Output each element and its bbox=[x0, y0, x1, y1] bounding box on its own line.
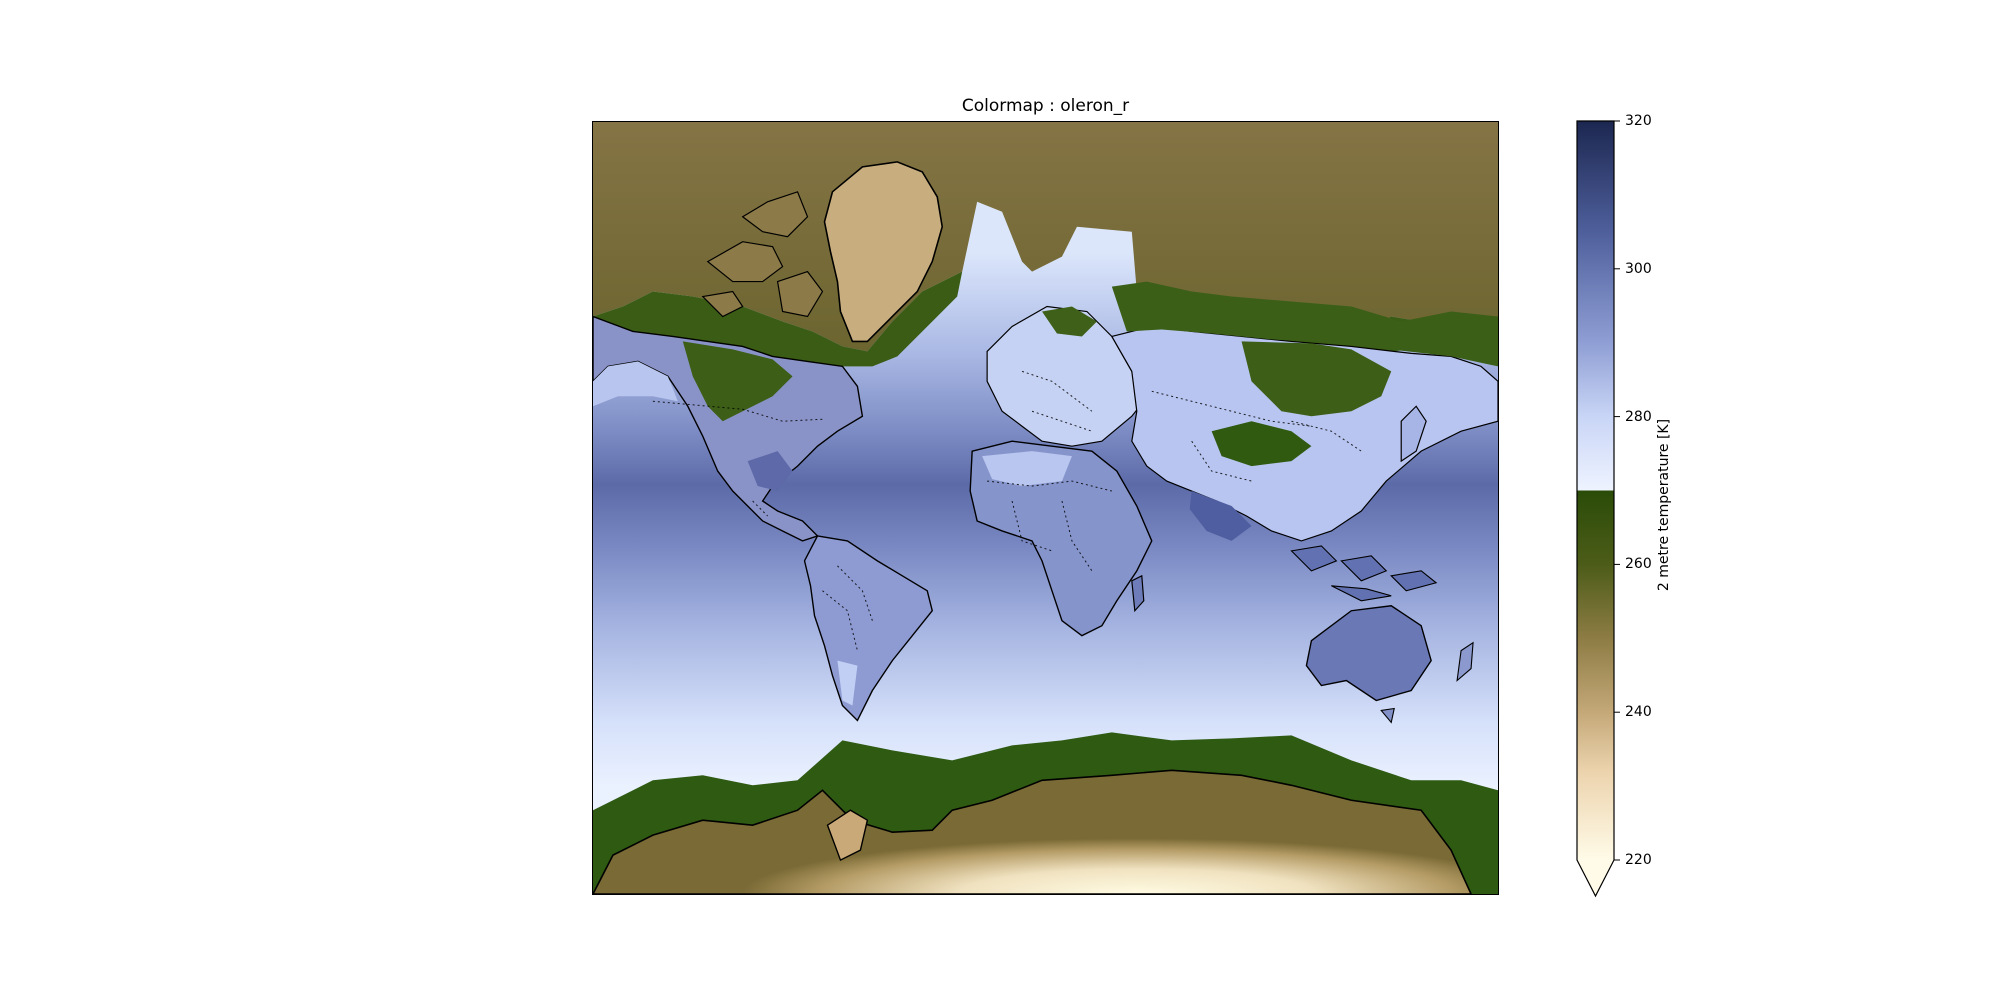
asia bbox=[1110, 325, 1498, 542]
colorbar-extend-min bbox=[1577, 860, 1614, 896]
colorbar-outline bbox=[1576, 120, 1615, 898]
colorbar-tick-label: 220 bbox=[1625, 852, 1652, 868]
arctic-green-fringe bbox=[593, 271, 963, 367]
south-america bbox=[803, 535, 934, 722]
tibet-cold bbox=[1211, 421, 1312, 467]
colorbar bbox=[1576, 120, 1620, 898]
colorbar-scale bbox=[1576, 120, 1620, 898]
colorbar-label: 2 metre temperature [K] bbox=[1656, 418, 1672, 592]
world-temperature-map bbox=[592, 121, 1499, 895]
colorbar-tick-label: 320 bbox=[1625, 113, 1652, 129]
colorbar-tick-label: 280 bbox=[1625, 408, 1652, 425]
colorbar-tick-label: 240 bbox=[1625, 704, 1652, 721]
greenland bbox=[823, 161, 944, 343]
australia bbox=[1305, 605, 1432, 702]
antarctica bbox=[593, 769, 1472, 894]
japan bbox=[1400, 405, 1427, 463]
colorbar-tick-label: 300 bbox=[1625, 260, 1652, 277]
colorbar-tick-label: 260 bbox=[1625, 556, 1652, 573]
country-borders bbox=[652, 370, 1362, 651]
siberia-warm bbox=[1241, 341, 1392, 417]
map-canvas bbox=[593, 122, 1498, 894]
se-asia-islands bbox=[1290, 545, 1438, 602]
plot-title: Colormap : oleron_r bbox=[961, 96, 1130, 116]
colorbar-gradient bbox=[1577, 121, 1614, 860]
europe bbox=[986, 305, 1153, 447]
canadian-archipelago bbox=[701, 191, 824, 318]
